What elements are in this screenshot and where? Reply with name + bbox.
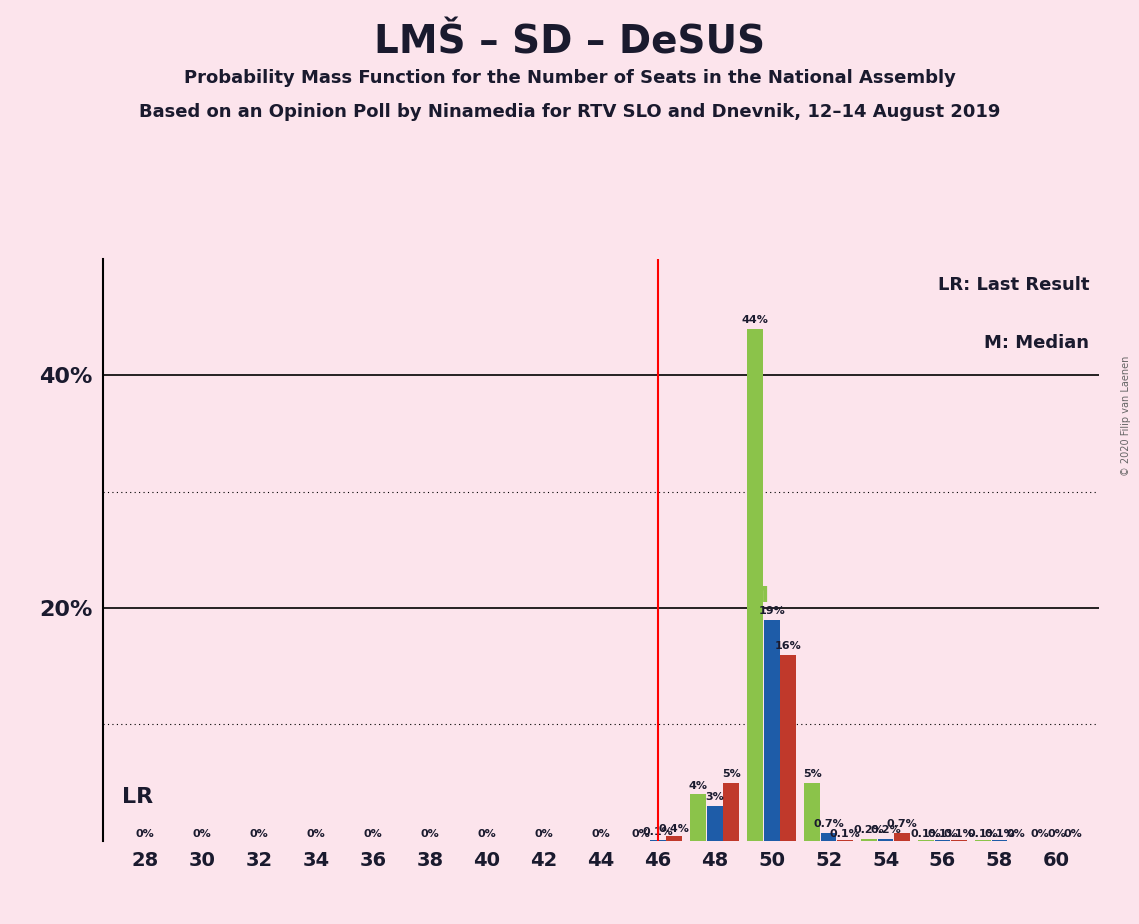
Text: 5%: 5% bbox=[803, 769, 821, 779]
Text: 0.1%: 0.1% bbox=[984, 829, 1015, 838]
Text: 0.4%: 0.4% bbox=[658, 824, 690, 833]
Text: 0.1%: 0.1% bbox=[944, 829, 974, 838]
Bar bbox=[666, 836, 682, 841]
Bar bbox=[837, 840, 853, 841]
Bar bbox=[723, 783, 739, 841]
Text: Probability Mass Function for the Number of Seats in the National Assembly: Probability Mass Function for the Number… bbox=[183, 69, 956, 87]
Bar bbox=[861, 838, 877, 841]
Bar bbox=[690, 795, 706, 841]
Text: 0%: 0% bbox=[477, 829, 497, 838]
Text: © 2020 Filip van Laenen: © 2020 Filip van Laenen bbox=[1121, 356, 1131, 476]
Text: LR: LR bbox=[122, 786, 154, 807]
Text: 0%: 0% bbox=[363, 829, 383, 838]
Bar bbox=[707, 806, 722, 841]
Text: 0%: 0% bbox=[1031, 829, 1049, 838]
Text: 0%: 0% bbox=[136, 829, 155, 838]
Bar bbox=[747, 329, 763, 841]
Text: 0.2%: 0.2% bbox=[854, 825, 884, 835]
Bar bbox=[821, 833, 836, 841]
Text: 3%: 3% bbox=[705, 793, 724, 802]
Text: 0%: 0% bbox=[534, 829, 554, 838]
Text: 0%: 0% bbox=[192, 829, 212, 838]
Bar bbox=[992, 840, 1007, 841]
Text: 0%: 0% bbox=[420, 829, 440, 838]
Text: 0.2%: 0.2% bbox=[870, 825, 901, 835]
Text: 0.1%: 0.1% bbox=[911, 829, 941, 838]
Bar bbox=[804, 783, 820, 841]
Text: 0%: 0% bbox=[249, 829, 269, 838]
Bar bbox=[764, 620, 779, 841]
Text: 0%: 0% bbox=[1007, 829, 1025, 838]
Bar bbox=[975, 840, 991, 841]
Text: 0.1%: 0.1% bbox=[968, 829, 998, 838]
Bar bbox=[894, 833, 910, 841]
Bar bbox=[918, 840, 934, 841]
Bar bbox=[650, 840, 665, 841]
Bar bbox=[935, 840, 950, 841]
Text: 0%: 0% bbox=[632, 829, 650, 838]
Text: 0%: 0% bbox=[306, 829, 326, 838]
Text: 0.1%: 0.1% bbox=[642, 827, 673, 837]
Bar bbox=[780, 654, 796, 841]
Text: 0.1%: 0.1% bbox=[927, 829, 958, 838]
Text: 19%: 19% bbox=[759, 606, 785, 616]
Text: 0%: 0% bbox=[1047, 829, 1066, 838]
Text: 4%: 4% bbox=[689, 781, 707, 791]
Bar bbox=[951, 840, 967, 841]
Bar bbox=[878, 838, 893, 841]
Text: 0%: 0% bbox=[1064, 829, 1082, 838]
Text: 0.1%: 0.1% bbox=[830, 829, 860, 838]
Text: 0.7%: 0.7% bbox=[813, 820, 844, 829]
Text: LMŠ – SD – DeSUS: LMŠ – SD – DeSUS bbox=[374, 23, 765, 61]
Text: M: M bbox=[747, 586, 769, 605]
Text: 5%: 5% bbox=[722, 769, 740, 779]
Text: M: Median: M: Median bbox=[984, 334, 1089, 352]
Text: LR: Last Result: LR: Last Result bbox=[937, 276, 1089, 294]
Text: 0.7%: 0.7% bbox=[887, 820, 917, 829]
Text: 0%: 0% bbox=[591, 829, 611, 838]
Text: 16%: 16% bbox=[775, 641, 802, 651]
Text: 44%: 44% bbox=[741, 315, 769, 325]
Text: Based on an Opinion Poll by Ninamedia for RTV SLO and Dnevnik, 12–14 August 2019: Based on an Opinion Poll by Ninamedia fo… bbox=[139, 103, 1000, 121]
